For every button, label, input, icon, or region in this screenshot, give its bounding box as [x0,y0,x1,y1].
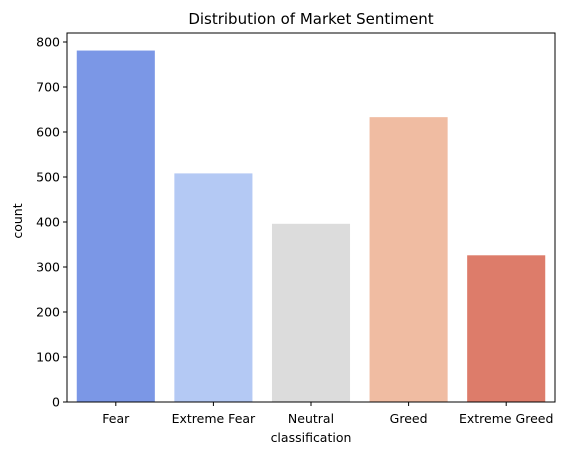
y-tick-label: 300 [36,260,60,275]
y-tick-label: 600 [36,125,60,140]
ticks-layer: Fear Extreme Fear Neutral Greed Extreme Gree… [36,35,553,427]
x-tick-label: Fear [102,411,130,426]
x-tick-label: Extreme Fear [172,411,256,426]
y-tick-label: 200 [36,305,60,320]
y-axis-label: count [10,203,25,238]
y-tick-label: 800 [36,35,60,50]
y-tick-label: 500 [36,170,60,185]
x-tick-label: Neutral [288,411,334,426]
bar-greed [369,117,448,403]
bar-neutral [271,223,351,402]
bar-extreme-fear [174,173,253,402]
chart-title: Distribution of Market Sentiment [188,10,433,28]
x-tick-label: Greed [390,411,428,426]
bar-extreme-greed [467,255,546,402]
y-tick-label: 100 [36,350,60,365]
x-axis-label: classification [271,430,352,445]
bars-layer [76,50,546,403]
bar-fear [76,50,155,403]
y-tick-label: 0 [52,395,60,410]
x-tick-label: Extreme Greed [459,411,553,426]
y-tick-label: 700 [36,80,60,95]
y-tick-label: 400 [36,215,60,230]
